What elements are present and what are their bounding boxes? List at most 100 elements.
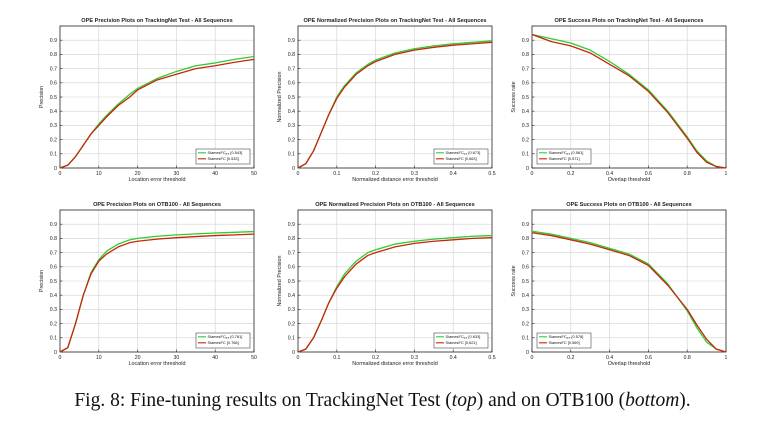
x-tick-label: 40 (212, 171, 218, 177)
chart-panel-2: 0 0.1 0.2 0.3 0.4 0.5 0 0.1 0.2 0.3 0.4 0.5 0.6 0.7 0.… (277, 18, 496, 183)
x-axis-label: Overlap threshold (608, 361, 651, 367)
legend-entry: SiamesFC [0.571] (549, 156, 580, 161)
chart-panel-5: 0 0.1 0.2 0.3 0.4 0.5 0 0.1 0.2 0.3 0.4 0.5 0.6 0.7 0.… (277, 202, 496, 367)
x-axis-label: Location error threshold (129, 361, 186, 367)
y-tick-label: 0 (54, 166, 57, 172)
y-tick-label: 0 (526, 166, 529, 172)
series-line-siamesfc-ft (531, 33, 727, 169)
x-tick-label: 0 (297, 355, 300, 361)
y-tick-label: 0.3 (288, 307, 295, 313)
chart-title: OPE Precision Plots on OTB100 - All Sequ… (93, 202, 221, 208)
y-tick-label: 0.7 (288, 250, 295, 256)
legend-entry: SiamesFC [0.621] (446, 340, 477, 345)
x-tick-label: 1 (725, 171, 728, 177)
x-tick-label: 0.6 (645, 355, 652, 361)
x-axis-label: Normalized distance error threshold (352, 177, 437, 183)
x-tick-label: 0 (59, 171, 62, 177)
x-tick-label: 0.2 (567, 355, 574, 361)
y-tick-label: 0.1 (522, 152, 529, 158)
figure-caption: Fig. 8: Fine-tuning results on TrackingN… (0, 390, 765, 412)
y-tick-label: 0.5 (522, 279, 529, 285)
y-tick-label: 0.9 (50, 222, 57, 228)
y-tick-label: 0.4 (522, 109, 529, 115)
legend-entry: SiamesFC [0.768] (208, 340, 239, 345)
y-tick-label: 0.4 (50, 293, 57, 299)
legend-entry: SiamesFCFT [0.543] (208, 150, 243, 156)
y-axis-label: Success rate (511, 265, 517, 296)
x-tick-label: 0 (531, 355, 534, 361)
y-tick-label: 0.6 (288, 265, 295, 271)
y-tick-label: 0.3 (288, 123, 295, 129)
chart-legend: SiamesFCFT [0.561]SiamesFC [0.571] (536, 148, 592, 165)
x-tick-label: 0.5 (488, 355, 495, 361)
y-axis-label: Precision (39, 270, 45, 292)
chart-legend: SiamesFCFT [0.543]SiamesFC [0.533] (195, 148, 251, 165)
y-tick-label: 0.8 (288, 52, 295, 58)
y-tick-label: 0.1 (50, 152, 57, 158)
x-tick-label: 0.4 (450, 171, 457, 177)
y-tick-label: 0.5 (288, 95, 295, 101)
caption-suffix: ). (679, 390, 691, 411)
y-tick-label: 0.3 (522, 307, 529, 313)
x-tick-label: 0.4 (606, 171, 613, 177)
y-tick-label: 0.4 (288, 293, 295, 299)
y-tick-label: 0.6 (50, 81, 57, 87)
series-line-siamesfc-ft (531, 230, 727, 353)
x-tick-label: 0 (297, 171, 300, 177)
y-axis-label: Normalized Precision (277, 72, 283, 123)
legend-entry: SiamesFCFT [0.633] (446, 334, 481, 340)
y-tick-label: 0.4 (288, 109, 295, 115)
legend-box (195, 332, 251, 349)
series-line-siamesfc (59, 58, 255, 169)
x-tick-label: 0.1 (333, 355, 340, 361)
y-tick-label: 0.2 (50, 321, 57, 327)
x-tick-label: 0.4 (606, 355, 613, 361)
series-line-siamesfc (297, 237, 493, 353)
chart-legend: SiamesFCFT [0.673]SiamesFC [0.663] (433, 148, 489, 165)
legend-entry: SiamesFCFT [0.578] (549, 334, 584, 340)
y-tick-label: 0.8 (522, 236, 529, 242)
y-tick-label: 0.6 (288, 81, 295, 87)
y-tick-label: 0.9 (288, 222, 295, 228)
y-tick-label: 0.8 (522, 52, 529, 58)
series-line-siamesfc (531, 232, 727, 353)
y-tick-label: 0.2 (288, 137, 295, 143)
results-figure: 0 10 20 30 40 5000.10.20.30.40.50.60.70.80.9O… (39, 18, 728, 367)
legend-entry: SiamesFCFT [0.673] (446, 150, 481, 156)
y-tick-label: 0.7 (522, 250, 529, 256)
chart-panel-1: 0 10 20 30 40 50 0 0.1 0.2 0.3 0.4 0.5 0.6 0.7 0.8 0.9 O… (39, 18, 257, 183)
y-tick-label: 0.5 (50, 95, 57, 101)
y-tick-label: 0.4 (50, 109, 57, 115)
y-tick-label: 0.8 (50, 52, 57, 58)
y-tick-label: 0.9 (522, 222, 529, 228)
series-line-siamesfc (531, 33, 727, 169)
x-tick-label: 0.8 (684, 355, 691, 361)
y-axis-label: Precision (39, 86, 45, 108)
legend-entry: SiamesFC [0.533] (208, 156, 239, 161)
y-tick-label: 0.5 (522, 95, 529, 101)
chart-title: OPE Precision Plots on TrackingNet Test … (81, 18, 232, 24)
x-tick-label: 30 (174, 355, 180, 361)
x-tick-label: 0.3 (411, 355, 418, 361)
x-tick-label: 50 (251, 171, 257, 177)
y-tick-label: 0.4 (522, 293, 529, 299)
series-line-siamesfc (59, 233, 255, 353)
x-tick-label: 50 (251, 355, 257, 361)
y-tick-label: 0.6 (50, 265, 57, 271)
x-tick-label: 10 (96, 171, 102, 177)
x-tick-label: 0.2 (372, 171, 379, 177)
y-tick-label: 0.3 (50, 123, 57, 129)
y-tick-label: 0.3 (522, 123, 529, 129)
legend-box (195, 148, 251, 165)
y-axis-label: Normalized Precision (277, 256, 283, 307)
legend-box (536, 332, 592, 349)
y-tick-label: 0.6 (522, 81, 529, 87)
x-tick-label: 0.1 (333, 171, 340, 177)
x-tick-label: 0.6 (645, 171, 652, 177)
legend-entry: SiamesFC [0.569] (549, 340, 580, 345)
y-tick-label: 0.9 (288, 38, 295, 44)
y-tick-label: 0.1 (288, 152, 295, 158)
legend-entry: SiamesFC [0.663] (446, 156, 477, 161)
x-tick-label: 40 (212, 355, 218, 361)
x-axis-label: Normalized distance error threshold (352, 361, 437, 367)
